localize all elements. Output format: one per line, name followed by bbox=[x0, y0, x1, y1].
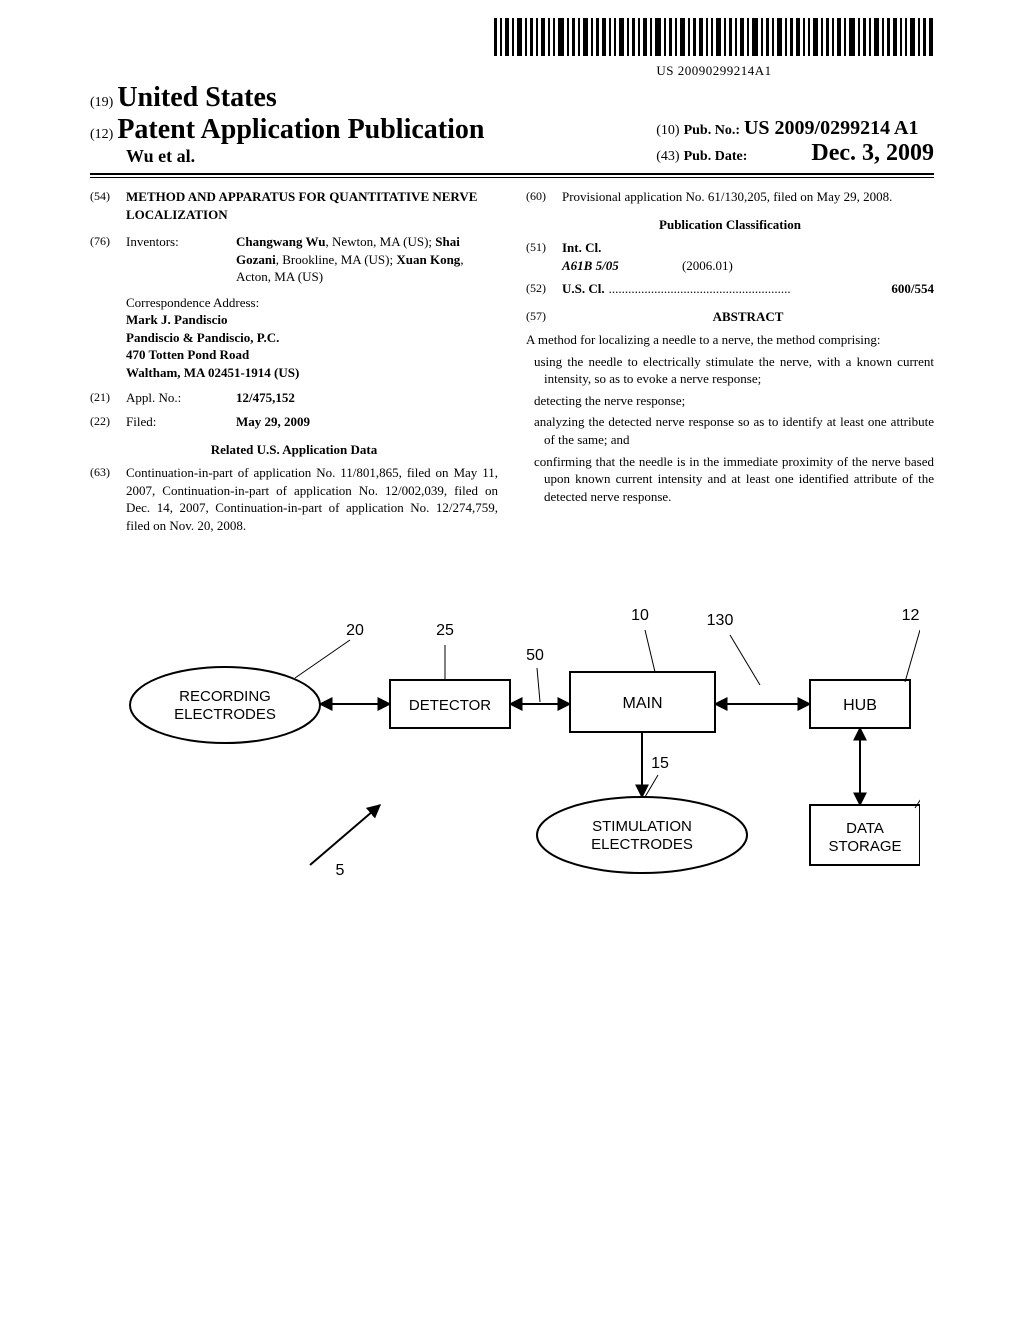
svg-text:ELECTRODES: ELECTRODES bbox=[591, 836, 693, 853]
block-diagram: 50RECORDINGELECTRODES20DETECTOR25MAIN10H… bbox=[100, 575, 920, 925]
int-cl-label: Int. Cl. bbox=[562, 239, 934, 257]
field-60-num: (60) bbox=[526, 188, 562, 206]
field-51-num: (51) bbox=[526, 239, 562, 274]
provisional-text: Provisional application No. 61/130,205, … bbox=[562, 188, 934, 206]
svg-text:RECORDING: RECORDING bbox=[179, 688, 271, 705]
abstract-b2: detecting the nerve response; bbox=[526, 392, 934, 410]
appl-no-value: 12/475,152 bbox=[236, 389, 498, 407]
country: United States bbox=[117, 82, 276, 113]
us-cl-label: U.S. Cl. bbox=[562, 280, 605, 298]
correspondence-line-2: Pandiscio & Pandiscio, P.C. bbox=[126, 329, 498, 347]
barcode-block: US 20090299214A1 bbox=[494, 18, 934, 79]
correspondence-label: Correspondence Address: bbox=[126, 294, 498, 312]
publication-type: Patent Application Publication bbox=[117, 114, 484, 145]
field-43-num: (43) bbox=[656, 149, 679, 164]
publication-date: Dec. 3, 2009 bbox=[811, 140, 934, 166]
correspondence-line-3: 470 Totten Pond Road bbox=[126, 346, 498, 364]
rule-thin bbox=[90, 177, 934, 178]
related-data-text: Continuation-in-part of application No. … bbox=[126, 464, 498, 534]
svg-text:ELECTRODES: ELECTRODES bbox=[174, 706, 276, 723]
svg-text:STIMULATION: STIMULATION bbox=[592, 818, 692, 835]
svg-text:5: 5 bbox=[336, 862, 345, 879]
svg-text:MAIN: MAIN bbox=[623, 695, 663, 712]
field-54-num: (54) bbox=[90, 188, 126, 223]
invention-title: METHOD AND APPARATUS FOR QUANTITATIVE NE… bbox=[126, 188, 498, 223]
publication-number: US 2009/0299214 A1 bbox=[744, 117, 918, 139]
abstract-title: ABSTRACT bbox=[562, 308, 934, 326]
int-cl-year: (2006.01) bbox=[682, 258, 733, 273]
svg-text:25: 25 bbox=[436, 622, 454, 639]
barcode-text: US 20090299214A1 bbox=[494, 63, 934, 79]
us-cl-value: 600/554 bbox=[891, 280, 934, 298]
field-21-num: (21) bbox=[90, 389, 126, 407]
field-76-num: (76) bbox=[90, 233, 126, 286]
field-12-num: (12) bbox=[90, 127, 113, 142]
int-cl-code: A61B 5/05 bbox=[562, 258, 619, 273]
rule-thick bbox=[90, 173, 934, 175]
inventor-3-name: Xuan Kong bbox=[396, 252, 460, 267]
svg-text:15: 15 bbox=[651, 755, 669, 772]
inventors-label: Inventors: bbox=[126, 233, 236, 286]
field-52-num: (52) bbox=[526, 280, 562, 298]
filed-label: Filed: bbox=[126, 413, 236, 431]
field-22-num: (22) bbox=[90, 413, 126, 431]
correspondence-block: Correspondence Address: Mark J. Pandisci… bbox=[126, 294, 498, 382]
svg-text:DATA: DATA bbox=[846, 820, 884, 837]
abstract-body: A method for localizing a needle to a ne… bbox=[526, 331, 934, 505]
right-column: (60) Provisional application No. 61/130,… bbox=[526, 188, 934, 540]
pub-classification-title: Publication Classification bbox=[526, 216, 934, 234]
abstract-b3: analyzing the detected nerve response so… bbox=[526, 413, 934, 448]
field-63-num: (63) bbox=[90, 464, 126, 534]
svg-text:10: 10 bbox=[631, 607, 649, 624]
biblio-columns: (54) METHOD AND APPARATUS FOR QUANTITATI… bbox=[90, 188, 934, 540]
patent-page: US 20090299214A1 (19) United States (12)… bbox=[0, 0, 1024, 1320]
correspondence-line-1: Mark J. Pandiscio bbox=[126, 311, 498, 329]
inventors-list: Changwang Wu, Newton, MA (US); Shai Goza… bbox=[236, 233, 498, 286]
inventor-1-name: Changwang Wu bbox=[236, 234, 325, 249]
left-column: (54) METHOD AND APPARATUS FOR QUANTITATI… bbox=[90, 188, 498, 540]
abstract-b4: confirming that the needle is in the imm… bbox=[526, 453, 934, 506]
field-57-num: (57) bbox=[526, 308, 562, 326]
svg-text:125: 125 bbox=[902, 607, 920, 624]
inventor-1-rest: , Newton, MA (US); bbox=[325, 234, 435, 249]
related-data-title: Related U.S. Application Data bbox=[90, 441, 498, 459]
svg-text:130: 130 bbox=[707, 612, 734, 629]
svg-text:50: 50 bbox=[526, 647, 544, 664]
header-right: (10) Pub. No.: US 2009/0299214 A1 (43) P… bbox=[656, 117, 934, 167]
svg-text:STORAGE: STORAGE bbox=[828, 838, 901, 855]
svg-text:20: 20 bbox=[346, 622, 364, 639]
field-10-num: (10) bbox=[656, 123, 679, 138]
appl-no-label: Appl. No.: bbox=[126, 389, 236, 407]
inventor-2-rest: , Brookline, MA (US); bbox=[276, 252, 397, 267]
pubdate-label: Pub. Date: bbox=[684, 149, 748, 164]
field-19-num: (19) bbox=[90, 95, 113, 110]
barcode bbox=[494, 18, 934, 56]
pubno-label: Pub. No.: bbox=[684, 123, 740, 138]
header-row: (19) United States (12) Patent Applicati… bbox=[90, 82, 934, 167]
svg-text:DETECTOR: DETECTOR bbox=[409, 697, 491, 714]
header-left: (19) United States (12) Patent Applicati… bbox=[90, 82, 484, 167]
author-line: Wu et al. bbox=[126, 146, 484, 167]
us-cl-dots: ........................................… bbox=[609, 280, 888, 298]
svg-text:HUB: HUB bbox=[843, 697, 877, 714]
filed-value: May 29, 2009 bbox=[236, 413, 498, 431]
abstract-p1: A method for localizing a needle to a ne… bbox=[526, 331, 934, 349]
abstract-b1: using the needle to electrically stimula… bbox=[526, 353, 934, 388]
correspondence-line-4: Waltham, MA 02451-1914 (US) bbox=[126, 364, 498, 382]
